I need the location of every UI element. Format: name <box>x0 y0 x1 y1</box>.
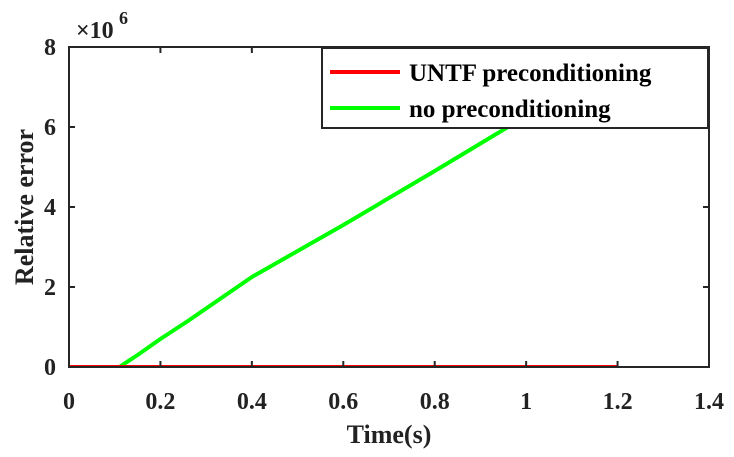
y-tick-label: 4 <box>44 195 56 221</box>
x-tick-label: 0.6 <box>328 389 358 415</box>
series-layer <box>69 125 618 367</box>
x-tick-label: 0 <box>63 389 75 415</box>
y-exponent-power: 6 <box>119 8 128 28</box>
y-tick-label: 0 <box>44 355 56 381</box>
y-exponent-base: ×10 <box>76 18 114 44</box>
legend-label: no preconditioning <box>409 96 611 123</box>
y-tick-label: 8 <box>44 35 56 61</box>
legend-box <box>321 47 709 129</box>
x-tick-label: 0.2 <box>145 389 175 415</box>
x-tick-label: 1.4 <box>694 389 724 415</box>
x-tick-label: 0.4 <box>237 389 267 415</box>
x-axis-label: Time(s) <box>347 420 432 449</box>
y-tick-label: 6 <box>44 115 56 141</box>
x-tick-label: 1.2 <box>603 389 633 415</box>
y-tick-label: 2 <box>44 275 56 301</box>
x-tick-label: 1 <box>520 389 532 415</box>
legend-label: UNTF preconditioning <box>409 60 652 87</box>
x-tick-label: 0.8 <box>420 389 450 415</box>
legend: UNTF preconditioning no preconditioning <box>321 47 709 129</box>
y-axis-label: Relative error <box>10 129 39 285</box>
series-line-no-preconditioning <box>69 125 509 367</box>
